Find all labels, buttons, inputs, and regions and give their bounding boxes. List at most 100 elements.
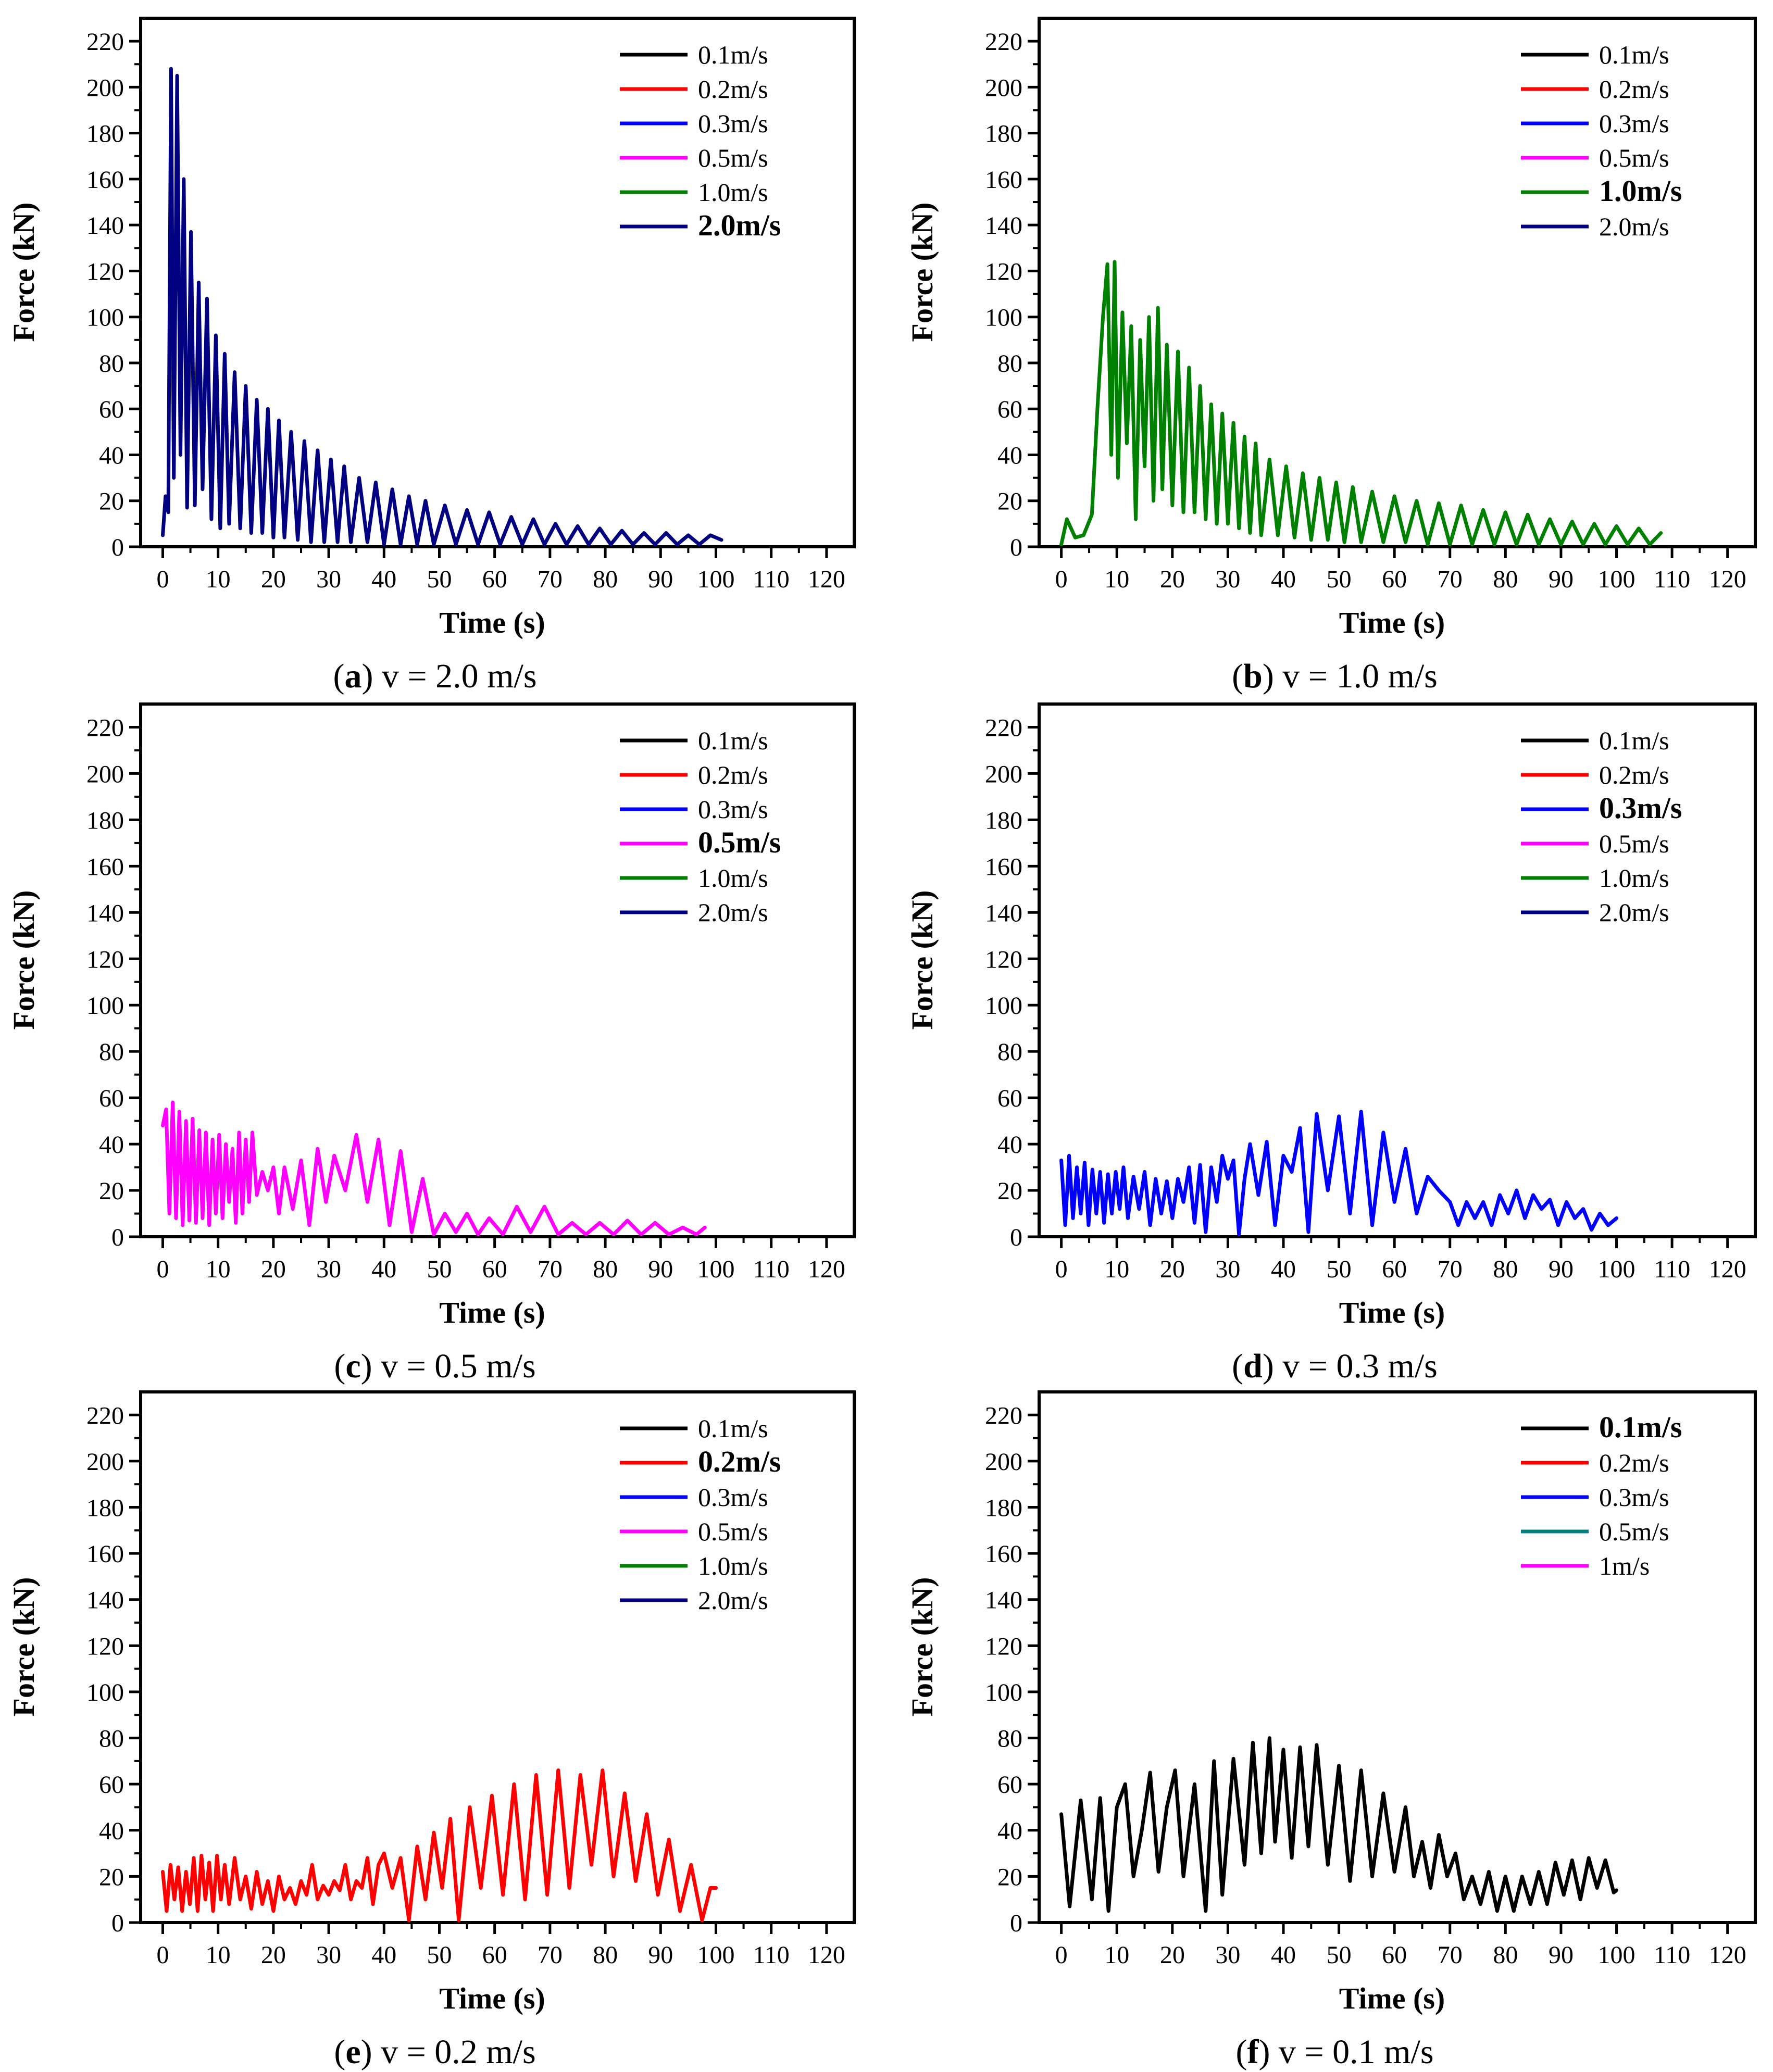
x-tick-label: 50: [1327, 566, 1352, 593]
x-tick-label: 110: [753, 1255, 790, 1283]
y-tick-label: 200: [86, 760, 124, 788]
x-tick-label: 50: [427, 566, 452, 593]
legend-label: 0.1m/s: [1599, 40, 1669, 69]
x-tick-label: 40: [371, 1255, 396, 1283]
y-tick-label: 20: [99, 1177, 124, 1205]
y-axis-title: Force (kN): [905, 890, 939, 1030]
x-tick-label: 80: [1493, 1941, 1518, 1969]
y-tick-label: 220: [985, 1402, 1022, 1429]
plot-frame: [139, 1390, 856, 1924]
legend-label: 1.0m/s: [698, 863, 768, 893]
y-tick-label: 200: [985, 74, 1022, 102]
y-tick-label: 160: [86, 166, 124, 194]
legend-label: 0.1m/s: [698, 1414, 768, 1443]
legend-label: 1.0m/s: [698, 1551, 768, 1580]
x-tick-label: 110: [1654, 566, 1690, 593]
x-tick-label: 120: [808, 1255, 845, 1283]
y-tick-label: 40: [997, 1817, 1022, 1845]
x-tick-label: 40: [1271, 566, 1296, 593]
x-tick-label: 20: [261, 1941, 286, 1969]
caption-text: ) v = 0.1 m/s: [1258, 2033, 1433, 2071]
x-tick-label: 90: [648, 1255, 673, 1283]
y-tick-label: 0: [1010, 1910, 1022, 1937]
y-axis-title: Force (kN): [7, 203, 41, 342]
x-tick-label: 70: [1438, 566, 1463, 593]
legend-label: 0.3m/s: [698, 109, 768, 138]
y-tick-label: 140: [985, 1587, 1022, 1614]
x-tick-label: 0: [1055, 1255, 1068, 1283]
panel-caption: (c) v = 0.5 m/s: [334, 1347, 535, 1385]
caption-paren: (: [1232, 657, 1243, 695]
y-tick-label: 0: [111, 1224, 124, 1251]
y-tick-label: 200: [86, 74, 124, 102]
y-tick-label: 160: [86, 853, 124, 881]
x-tick-label: 120: [808, 1941, 845, 1969]
y-axis-title: Force (kN): [7, 890, 41, 1030]
legend-label: 0.3m/s: [1599, 109, 1669, 138]
x-tick-label: 110: [1654, 1255, 1690, 1283]
panel-caption: (a) v = 2.0 m/s: [333, 657, 536, 695]
x-tick-label: 60: [1382, 566, 1407, 593]
y-tick-label: 200: [985, 760, 1022, 788]
y-tick-label: 140: [985, 212, 1022, 240]
x-tick-label: 0: [156, 566, 169, 593]
x-tick-label: 20: [1160, 1941, 1185, 1969]
x-tick-label: 10: [206, 566, 231, 593]
legend-label: 0.2m/s: [698, 74, 768, 104]
plot-frame: [1038, 17, 1757, 548]
x-tick-label: 90: [1549, 1941, 1574, 1969]
x-tick-label: 30: [316, 1255, 341, 1283]
legend-label: 0.5m/s: [698, 825, 781, 859]
y-tick-label: 160: [985, 853, 1022, 881]
legend-label: 0.5m/s: [698, 1517, 768, 1546]
x-axis-title: Time (s): [439, 1981, 545, 2015]
x-tick-label: 10: [1104, 1255, 1129, 1283]
y-tick-label: 220: [86, 714, 124, 742]
panel-caption: (e) v = 0.2 m/s: [334, 2033, 535, 2071]
y-tick-label: 20: [99, 1863, 124, 1891]
legend-label: 0.2m/s: [698, 1445, 781, 1478]
y-tick-label: 160: [985, 166, 1022, 194]
y-tick-label: 80: [997, 1038, 1022, 1066]
y-tick-label: 60: [997, 396, 1022, 423]
legend-label: 2.0m/s: [698, 208, 781, 242]
y-tick-label: 40: [99, 1817, 124, 1845]
legend-label: 0.3m/s: [1599, 1483, 1669, 1512]
x-tick-label: 0: [1055, 1941, 1068, 1969]
caption-letter: e: [345, 2033, 360, 2071]
series-line-2.0m/s: [161, 67, 723, 547]
y-tick-label: 20: [997, 1177, 1022, 1205]
chart-panel-d: 0 10 20 30 40 50 60 70 80 90 100 110 120 0 20 40 60 80 100…: [905, 702, 1757, 1385]
x-tick-label: 120: [1709, 1941, 1746, 1969]
x-tick-label: 70: [538, 1941, 563, 1969]
x-tick-label: 120: [808, 566, 845, 593]
y-tick-label: 140: [86, 899, 124, 927]
legend-label: 0.2m/s: [1599, 74, 1669, 104]
panel-caption: (b) v = 1.0 m/s: [1232, 657, 1438, 695]
x-tick-label: 90: [1549, 566, 1574, 593]
caption-letter: d: [1243, 1347, 1263, 1385]
y-tick-label: 180: [86, 120, 124, 148]
x-axis-title: Time (s): [1339, 606, 1445, 639]
x-tick-label: 100: [1598, 1255, 1635, 1283]
x-tick-label: 70: [1438, 1941, 1463, 1969]
x-tick-label: 20: [1160, 566, 1185, 593]
y-tick-label: 80: [997, 1725, 1022, 1753]
y-tick-label: 20: [99, 488, 124, 516]
x-tick-label: 20: [1160, 1255, 1185, 1283]
legend-label: 0.5m/s: [698, 143, 768, 172]
caption-letter: b: [1243, 657, 1263, 695]
y-tick-label: 40: [997, 1131, 1022, 1159]
plot-frame: [139, 702, 856, 1238]
x-tick-label: 10: [1104, 566, 1129, 593]
y-tick-label: 120: [86, 946, 124, 973]
y-tick-label: 80: [99, 1038, 124, 1066]
y-tick-label: 20: [997, 488, 1022, 516]
y-tick-label: 120: [985, 946, 1022, 973]
chart-panel-f: 0 10 20 30 40 50 60 70 80 90 100 110 120 0 20 40 60 80 100…: [905, 1390, 1757, 2071]
y-tick-label: 80: [99, 1725, 124, 1753]
x-tick-label: 80: [1493, 566, 1518, 593]
y-axis-title: Force (kN): [7, 1577, 41, 1717]
x-tick-label: 90: [648, 1941, 673, 1969]
